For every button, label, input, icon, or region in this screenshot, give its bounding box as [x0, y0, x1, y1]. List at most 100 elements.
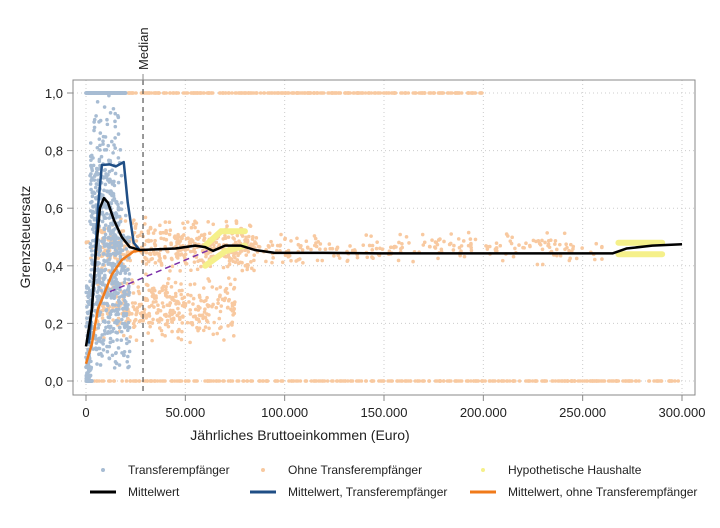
scatter-point [132, 230, 137, 235]
scatter-point [214, 287, 219, 291]
scatter-point [655, 379, 659, 383]
scatter-point [94, 182, 99, 186]
scatter-point [195, 325, 199, 330]
scatter-point [226, 235, 231, 240]
scatter-point [176, 300, 180, 304]
scatter-point [231, 253, 236, 258]
scatter-point [390, 379, 394, 383]
scatter-point [540, 262, 545, 267]
scatter-point [160, 332, 165, 337]
scatter-point [161, 284, 166, 289]
scatter-point [264, 259, 268, 264]
scatter-point [110, 329, 115, 334]
scatter-point [84, 365, 89, 370]
scatter-point [169, 241, 173, 246]
scatter-point [92, 128, 96, 133]
scatter-point [525, 379, 530, 383]
scatter-point [135, 234, 140, 239]
scatter-point [91, 211, 95, 215]
scatter-point [384, 91, 388, 95]
scatter-point [168, 308, 173, 313]
scatter-point [97, 247, 102, 252]
scatter-point [312, 234, 317, 238]
scatter-point [170, 264, 175, 269]
scatter-point [505, 234, 510, 238]
scatter-point [151, 317, 155, 322]
scatter-point [343, 91, 347, 95]
scatter-point [117, 307, 121, 311]
scatter-point [459, 91, 464, 95]
scatter-point [130, 311, 134, 316]
scatter-point [437, 91, 442, 95]
scatter-point [100, 219, 105, 224]
scatter-point [165, 290, 170, 295]
scatter-point [133, 301, 137, 305]
scatter-point [280, 260, 285, 265]
scatter-point [337, 256, 342, 260]
scatter-point [155, 379, 160, 383]
scatter-point [320, 258, 325, 263]
scatter-point [89, 258, 94, 263]
scatter-point [226, 324, 230, 328]
scatter-point [120, 351, 124, 355]
scatter-point [150, 338, 154, 343]
scatter-point [422, 379, 426, 383]
scatter-point [270, 260, 274, 265]
scatter-point [554, 247, 559, 252]
scatter-point [572, 379, 577, 383]
scatter-point [558, 253, 563, 258]
scatter-point [99, 270, 104, 275]
scatter-point [182, 233, 186, 237]
scatter-point [127, 349, 132, 354]
scatter-point [130, 301, 135, 305]
scatter-point [109, 189, 113, 193]
scatter-point [469, 248, 474, 253]
scatter-point [360, 91, 364, 95]
scatter-point [151, 286, 156, 291]
scatter-point [87, 379, 91, 383]
scatter-point [461, 239, 466, 243]
scatter-point [143, 222, 147, 226]
scatter-point [136, 285, 141, 289]
legend-point-marker [101, 468, 105, 472]
scatter-point [540, 247, 545, 252]
scatter-point [102, 268, 107, 273]
scatter-point [538, 243, 543, 247]
scatter-point [125, 354, 130, 359]
scatter-point [102, 215, 107, 219]
scatter-point [220, 91, 225, 95]
scatter-point [427, 91, 431, 95]
scatter-point [485, 244, 490, 249]
scatter-point [205, 295, 209, 300]
scatter-point [283, 253, 288, 258]
scatter-point [189, 268, 193, 273]
scatter-point [166, 324, 171, 329]
scatter-point [202, 238, 206, 242]
scatter-point [89, 178, 94, 183]
scatter-point [158, 290, 162, 294]
scatter-point [335, 246, 340, 250]
scatter-point [283, 236, 287, 241]
scatter-point [97, 274, 102, 278]
scatter-point [183, 379, 188, 383]
scatter-point [230, 304, 235, 308]
scatter-point [168, 269, 172, 273]
scatter-point [569, 242, 573, 247]
scatter-point [158, 379, 162, 383]
scatter-point [356, 91, 361, 95]
scatter-point [144, 262, 149, 266]
scatter-point [180, 321, 185, 325]
scatter-point [126, 287, 131, 292]
scatter-point [105, 189, 110, 194]
scatter-point [191, 302, 195, 306]
scatter-point [112, 143, 116, 147]
scatter-point [205, 379, 210, 383]
scatter-point [118, 207, 123, 211]
scatter-point [162, 91, 167, 95]
scatter-point [647, 379, 651, 383]
scatter-point [103, 244, 108, 248]
scatter-point [295, 91, 299, 95]
scatter-point [217, 294, 222, 299]
scatter-point [192, 260, 197, 264]
scatter-point [177, 311, 181, 315]
